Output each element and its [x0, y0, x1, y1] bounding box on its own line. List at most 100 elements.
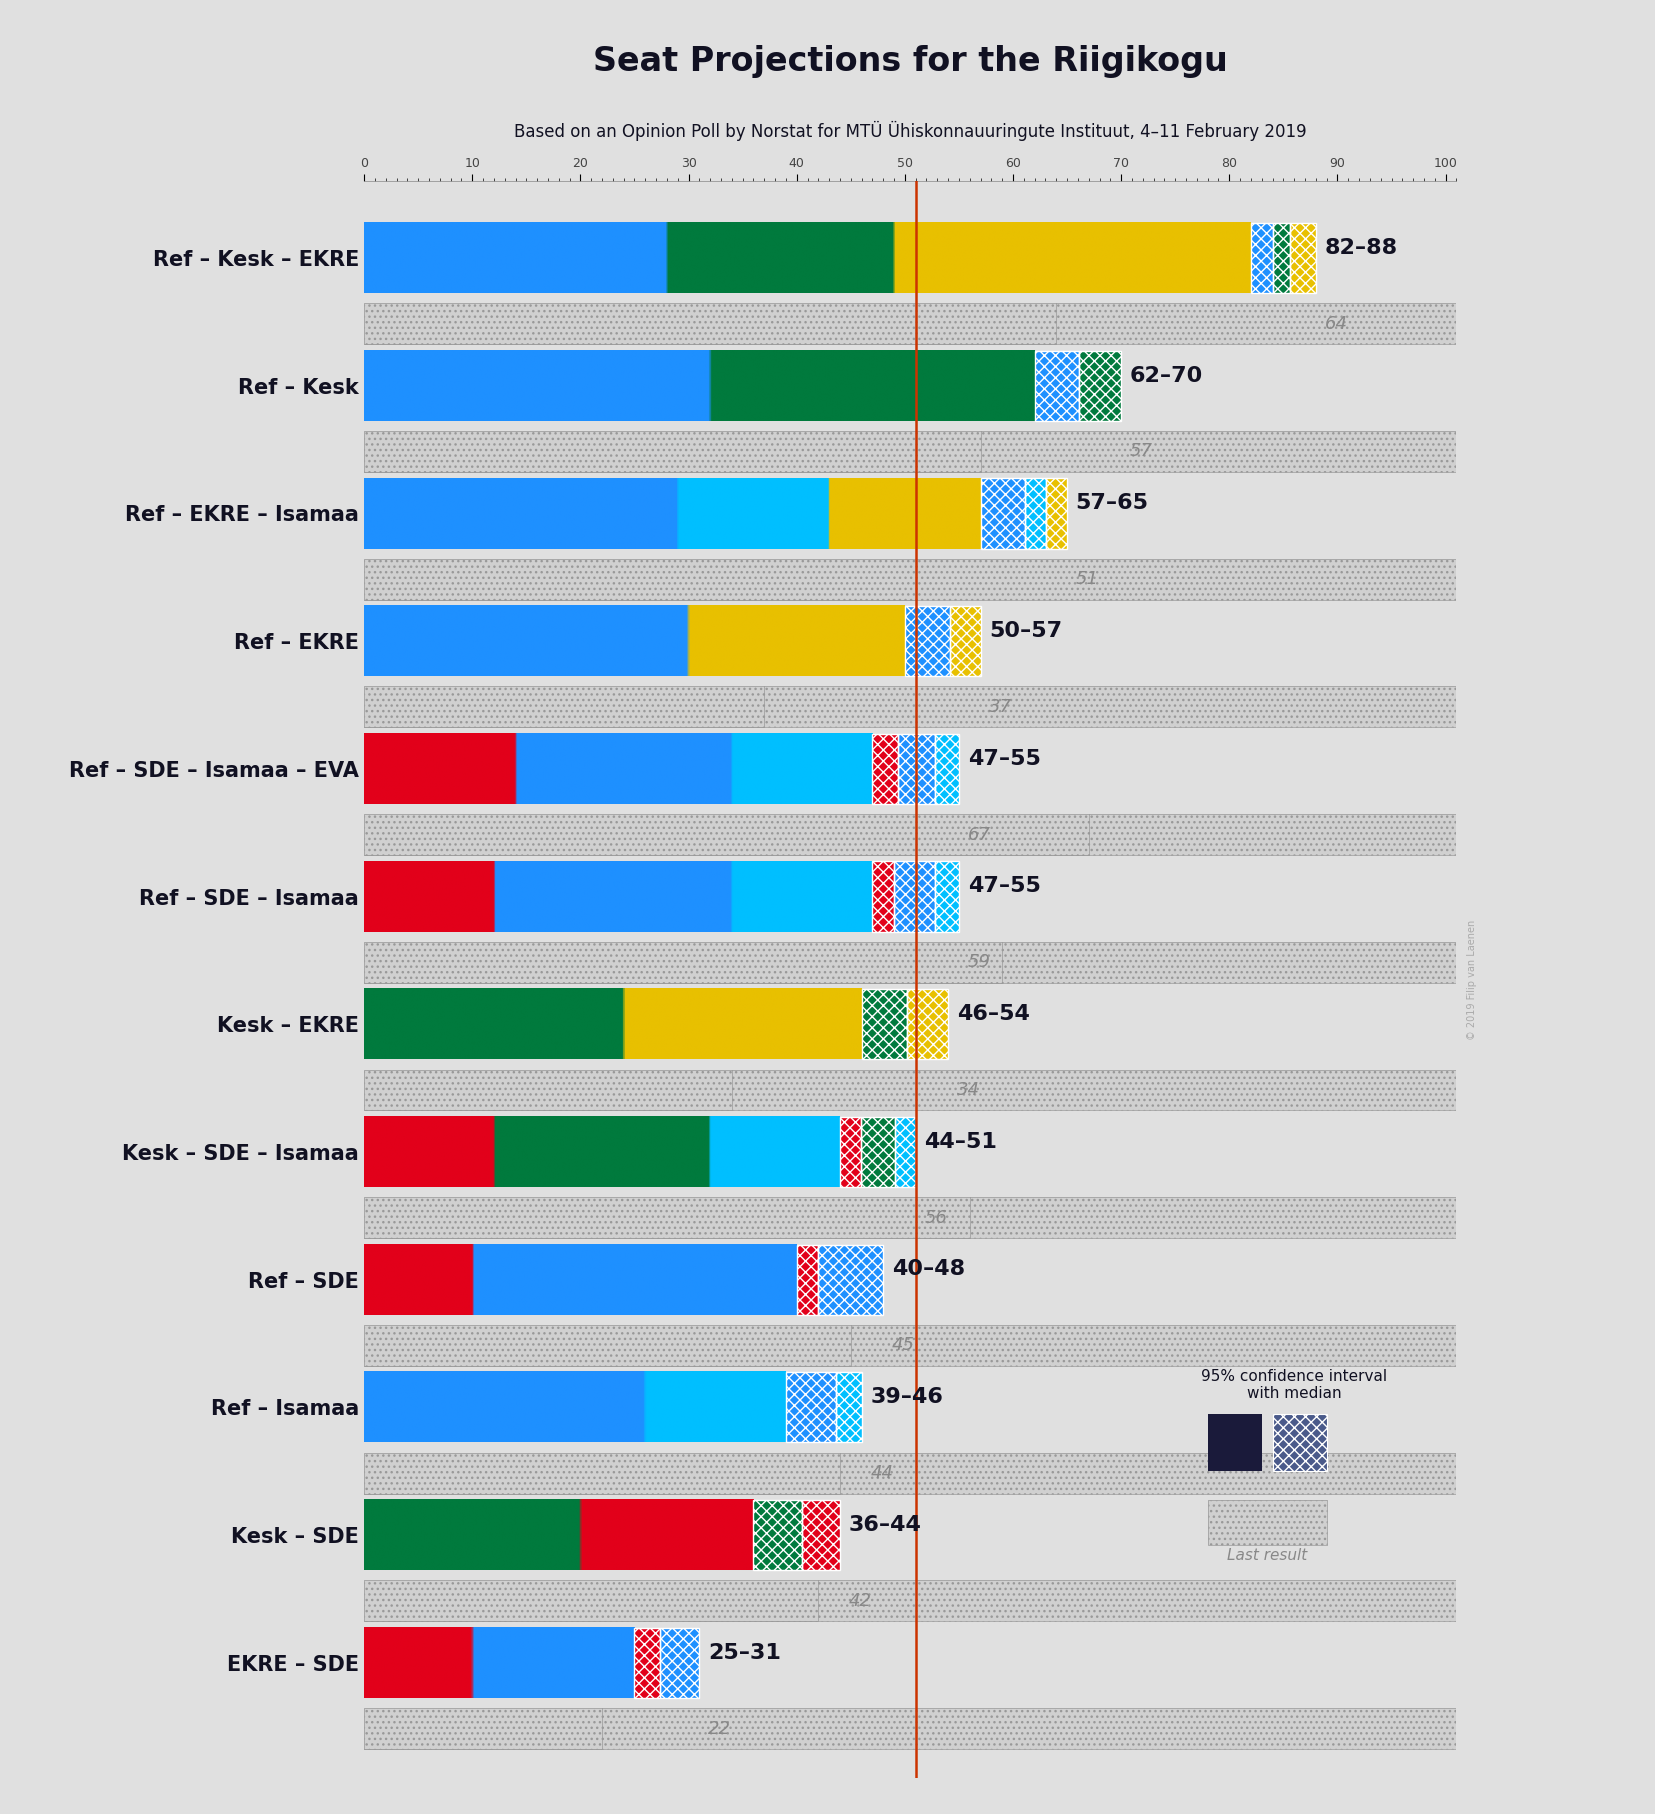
- Bar: [899, 733, 935, 804]
- Bar: [364, 814, 1089, 854]
- Bar: [364, 686, 1456, 727]
- Bar: [796, 1244, 818, 1315]
- Text: 37: 37: [990, 698, 1013, 717]
- Text: 67: 67: [968, 825, 991, 844]
- Text: 62–70: 62–70: [1130, 365, 1203, 386]
- Bar: [895, 1117, 915, 1186]
- Text: 64: 64: [1324, 316, 1347, 332]
- Bar: [1273, 223, 1289, 294]
- Bar: [935, 862, 958, 932]
- Bar: [364, 814, 1456, 854]
- Text: 40–48: 40–48: [892, 1259, 965, 1279]
- Bar: [950, 606, 980, 677]
- Bar: [1289, 223, 1316, 294]
- Bar: [364, 941, 1003, 983]
- Bar: [801, 1500, 841, 1571]
- Bar: [364, 1197, 1456, 1239]
- Bar: [364, 1324, 851, 1366]
- Bar: [364, 1580, 1456, 1622]
- Bar: [861, 1117, 895, 1186]
- Bar: [818, 1244, 884, 1315]
- Bar: [364, 1070, 732, 1110]
- Bar: [364, 303, 1456, 345]
- Text: 47–55: 47–55: [968, 749, 1041, 769]
- Text: 51: 51: [1076, 570, 1099, 588]
- Text: 50–57: 50–57: [990, 620, 1063, 640]
- Text: 44–51: 44–51: [923, 1132, 998, 1152]
- Text: Seat Projections for the Riigikogu: Seat Projections for the Riigikogu: [592, 45, 1228, 78]
- Bar: [364, 941, 1456, 983]
- Bar: [872, 733, 899, 804]
- Bar: [841, 1117, 861, 1186]
- Bar: [364, 432, 980, 472]
- Bar: [862, 989, 907, 1059]
- Bar: [1024, 479, 1046, 548]
- Text: Based on an Opinion Poll by Norstat for MTÜ Ühiskonnauuringute Instituut, 4–11 F: Based on an Opinion Poll by Norstat for …: [515, 122, 1306, 141]
- Bar: [980, 479, 1024, 548]
- Bar: [895, 1117, 915, 1186]
- Bar: [364, 1453, 841, 1493]
- Bar: [364, 686, 765, 727]
- Bar: [1289, 223, 1316, 294]
- Bar: [364, 1453, 841, 1493]
- Text: 45: 45: [892, 1337, 915, 1355]
- Bar: [364, 1580, 818, 1622]
- Bar: [935, 733, 958, 804]
- Text: 39–46: 39–46: [871, 1388, 943, 1408]
- Bar: [1251, 223, 1273, 294]
- Bar: [364, 1709, 1456, 1749]
- Bar: [1079, 350, 1120, 421]
- Text: 42: 42: [849, 1593, 872, 1609]
- Bar: [364, 1070, 1456, 1110]
- Bar: [364, 303, 1456, 345]
- Bar: [786, 1371, 836, 1442]
- Bar: [364, 686, 1456, 727]
- Bar: [1024, 479, 1046, 548]
- Bar: [364, 1070, 732, 1110]
- Text: © 2019 Filip van Laenen: © 2019 Filip van Laenen: [1468, 920, 1478, 1039]
- Bar: [634, 1627, 660, 1698]
- Bar: [872, 862, 894, 932]
- Bar: [364, 1453, 1456, 1493]
- Bar: [364, 1070, 1456, 1110]
- Bar: [364, 1197, 1456, 1239]
- Bar: [872, 733, 899, 804]
- Bar: [753, 1500, 801, 1571]
- Bar: [364, 1709, 602, 1749]
- Bar: [364, 432, 1456, 472]
- Text: 47–55: 47–55: [968, 876, 1041, 896]
- Bar: [364, 1580, 818, 1622]
- Bar: [818, 1244, 884, 1315]
- Bar: [660, 1627, 700, 1698]
- Text: 44: 44: [871, 1464, 894, 1482]
- Text: 36–44: 36–44: [849, 1515, 922, 1535]
- Bar: [364, 814, 1089, 854]
- Bar: [1208, 1500, 1327, 1546]
- Bar: [364, 1709, 1456, 1749]
- Bar: [364, 941, 1456, 983]
- Text: 57–65: 57–65: [1076, 493, 1149, 513]
- Text: Last result: Last result: [1226, 1547, 1307, 1564]
- Bar: [1273, 1413, 1327, 1471]
- Text: 59: 59: [968, 954, 991, 970]
- Bar: [1208, 1500, 1327, 1546]
- Text: 95% confidence interval
with median: 95% confidence interval with median: [1202, 1368, 1387, 1400]
- Bar: [364, 1197, 970, 1239]
- Bar: [894, 862, 935, 932]
- Bar: [841, 1117, 861, 1186]
- Bar: [364, 559, 1456, 600]
- Bar: [905, 606, 950, 677]
- Text: 82–88: 82–88: [1324, 238, 1397, 258]
- Bar: [364, 303, 1056, 345]
- Bar: [1034, 350, 1079, 421]
- Bar: [364, 559, 1456, 600]
- Bar: [935, 862, 958, 932]
- Bar: [861, 1117, 895, 1186]
- Bar: [907, 989, 948, 1059]
- Bar: [899, 733, 935, 804]
- Bar: [364, 432, 980, 472]
- Bar: [364, 559, 915, 600]
- Bar: [364, 303, 1056, 345]
- Bar: [364, 686, 765, 727]
- Bar: [786, 1371, 836, 1442]
